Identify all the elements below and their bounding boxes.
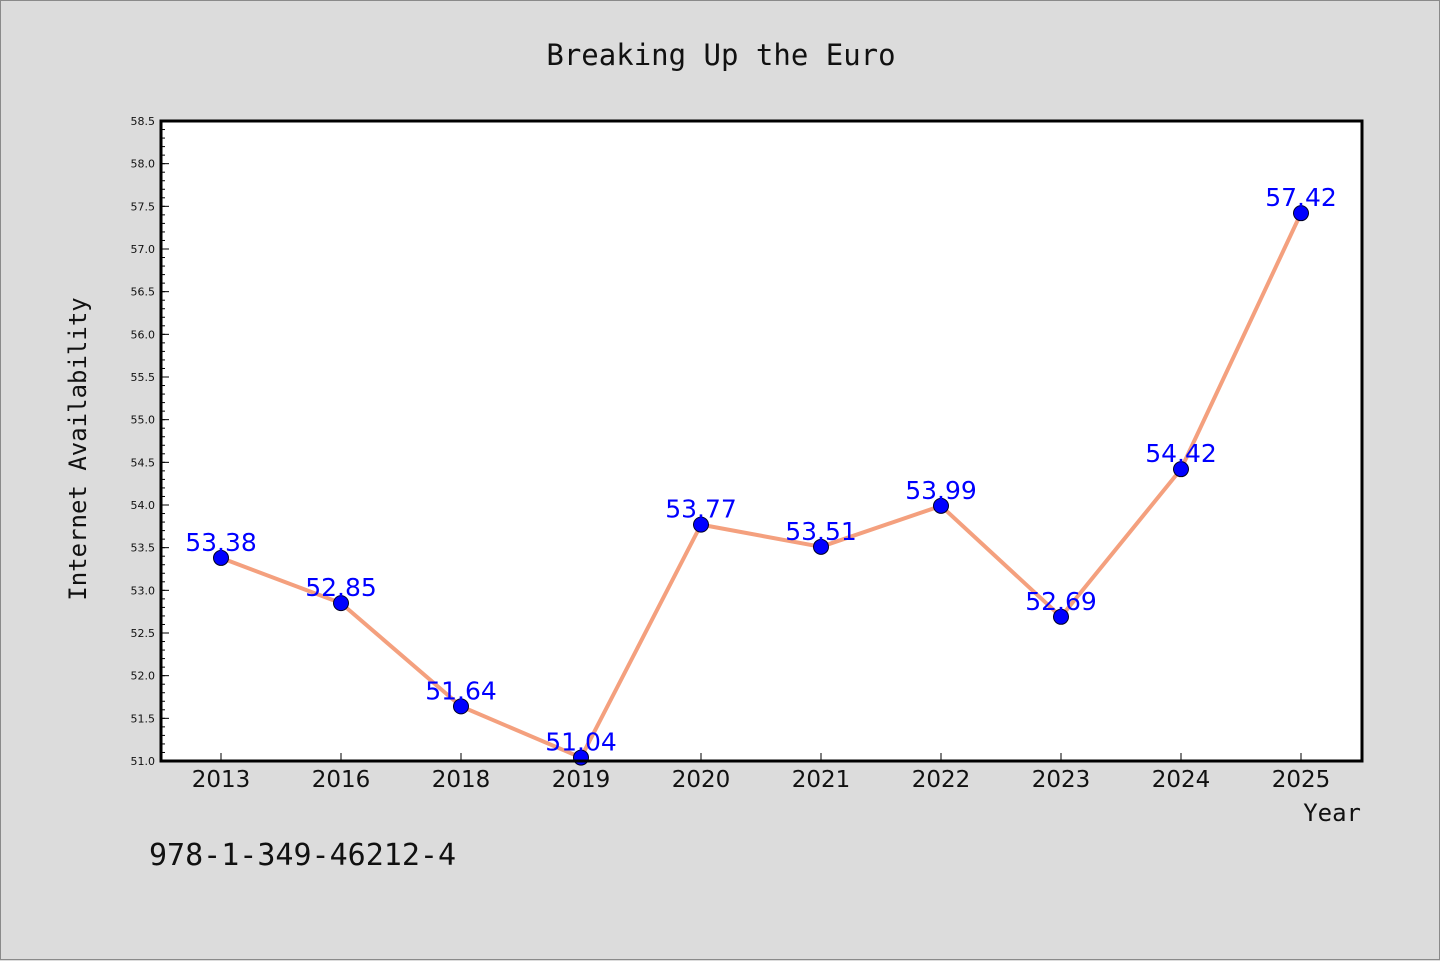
x-tick-label: 2020 xyxy=(672,767,731,793)
x-tick-label: 2016 xyxy=(312,767,371,793)
x-tick-label: 2024 xyxy=(1152,767,1211,793)
x-tick-label: 2018 xyxy=(432,767,491,793)
plot-border xyxy=(159,119,1364,763)
y-tick-label: 54.0 xyxy=(131,499,156,512)
data-point[interactable] xyxy=(813,538,829,555)
x-tick-label: 2021 xyxy=(792,767,851,793)
y-tick-label: 51.0 xyxy=(131,755,156,768)
y-tick-label: 58.5 xyxy=(131,115,156,128)
x-tick-label: 2025 xyxy=(1272,767,1331,793)
y-tick-label: 53.0 xyxy=(131,584,156,597)
y-tick-label: 55.0 xyxy=(131,414,156,427)
data-label: 53.77 xyxy=(665,495,737,524)
data-label: 57.42 xyxy=(1265,183,1337,212)
y-tick-label: 56.5 xyxy=(131,286,156,299)
y-axis-label: Internet Availability xyxy=(64,297,92,600)
data-label: 52.69 xyxy=(1025,587,1097,616)
y-tick-label: 51.5 xyxy=(131,712,156,725)
data-point[interactable] xyxy=(933,497,949,514)
data-label: 54.42 xyxy=(1145,439,1217,468)
y-tick-label: 52.5 xyxy=(131,627,156,640)
chart-title: Breaking Up the Euro xyxy=(546,38,895,72)
data-point[interactable] xyxy=(693,516,709,533)
data-point[interactable] xyxy=(453,698,469,715)
data-point[interactable] xyxy=(333,595,349,612)
x-tick-label: 2022 xyxy=(912,767,971,793)
data-label: 52.85 xyxy=(305,573,377,602)
data-label: 53.51 xyxy=(785,517,857,546)
data-label: 53.99 xyxy=(905,476,977,505)
y-tick-label: 54.5 xyxy=(131,456,156,469)
x-tick-label: 2019 xyxy=(552,767,611,793)
data-point[interactable] xyxy=(1053,608,1069,625)
y-tick-label: 57.5 xyxy=(131,200,156,213)
y-tick-label: 56.0 xyxy=(131,328,156,341)
data-point[interactable] xyxy=(1173,461,1189,478)
data-point[interactable] xyxy=(1293,205,1309,222)
data-point[interactable] xyxy=(213,549,229,566)
series-line-group: 53.38 52.85 51.64 51.04 53.77 53.51 53.99 52.69… xyxy=(185,183,1337,766)
y-tick-label: 53.5 xyxy=(131,542,156,555)
data-label: 53.38 xyxy=(185,528,257,557)
y-tick-label: 57.0 xyxy=(131,243,156,256)
x-axis-label: Year xyxy=(1303,799,1361,827)
plot-area xyxy=(161,121,1362,761)
data-label: 51.04 xyxy=(545,728,617,757)
isbn-annotation: 978-1-349-46212-4 xyxy=(149,838,456,873)
y-tick-label: 58.0 xyxy=(131,158,156,171)
series-line xyxy=(220,212,1303,760)
data-label: 51.64 xyxy=(425,676,497,705)
y-axis: 51.0 51.5 52.0 52.5 53.0 53.5 54.0 54.5 55.0 55.5… xyxy=(131,115,169,768)
x-tick-label: 2023 xyxy=(1032,767,1091,793)
y-tick-label: 55.5 xyxy=(131,371,156,384)
y-tick-label: 52.0 xyxy=(131,670,156,683)
x-tick-label: 2013 xyxy=(192,767,251,793)
